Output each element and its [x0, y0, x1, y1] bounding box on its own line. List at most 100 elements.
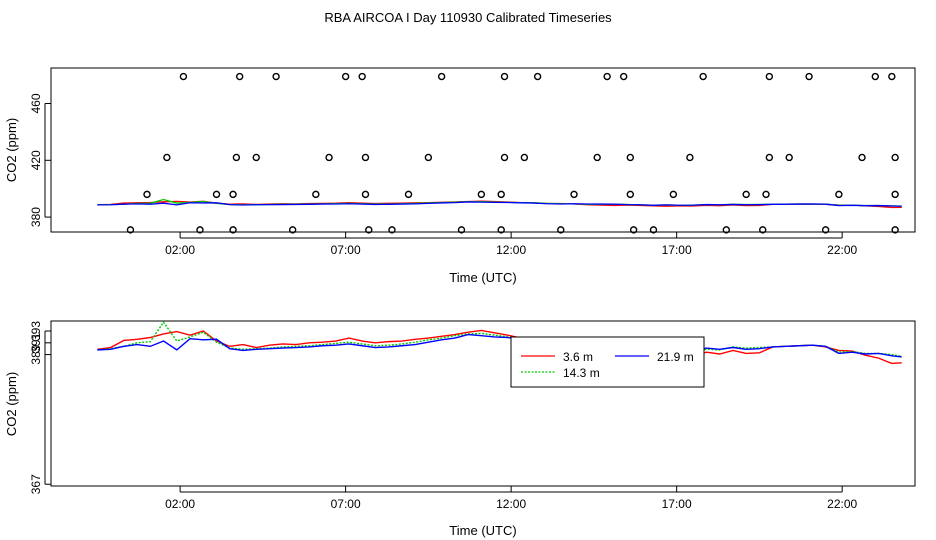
x-tick-label: 12:00	[496, 243, 526, 257]
legend-label-3-6m: 3.6 m	[563, 350, 593, 364]
legend-box	[510, 336, 705, 388]
scatter-point	[888, 72, 896, 81]
x-tick-label: 22:00	[827, 497, 857, 511]
y-tick-label: 380	[29, 207, 43, 227]
scatter-point	[235, 72, 244, 81]
scatter-point	[619, 72, 628, 81]
scatter-point	[699, 72, 707, 81]
scatter-point	[437, 72, 446, 81]
x-tick-label: 17:00	[662, 243, 692, 257]
scatter-point	[762, 190, 770, 199]
x-tick-label: 12:00	[496, 497, 526, 511]
top-scatter-points	[126, 72, 899, 234]
scatter-point	[570, 190, 578, 199]
bottom-plot-frame	[50, 320, 916, 487]
y-tick-label: 389	[29, 344, 43, 364]
scatter-point	[212, 190, 221, 199]
bottom-x-axis-label: Time (UTC)	[449, 523, 516, 538]
scatter-point	[891, 153, 899, 162]
scatter-point	[325, 153, 333, 162]
scatter-point	[603, 72, 611, 81]
series-line-21-9-m	[97, 333, 902, 358]
x-tick-label: 22:00	[827, 243, 857, 257]
scatter-point	[500, 153, 509, 162]
bottom-y-axis-label: CO2 (ppm)	[4, 372, 19, 436]
y-tick-label: 367	[29, 474, 43, 494]
scatter-point	[272, 72, 280, 81]
scatter-point	[765, 72, 774, 81]
scatter-point	[722, 226, 731, 234]
x-tick-label: 07:00	[331, 243, 361, 257]
scatter-point	[365, 226, 373, 234]
scatter-point	[669, 190, 678, 199]
top-plot-frame	[50, 67, 916, 233]
legend: 3.6 m 14.3 m 21.9 m	[510, 336, 705, 388]
scatter-point	[163, 153, 171, 162]
scatter-point	[629, 226, 638, 234]
scatter-point	[805, 72, 813, 81]
top-y-axis-label: CO2 (ppm)	[4, 118, 19, 182]
scatter-point	[759, 226, 767, 234]
scatter-point	[229, 226, 237, 234]
x-tick-label: 07:00	[331, 497, 361, 511]
scatter-point	[742, 190, 750, 199]
legend-label-21-9m: 21.9 m	[657, 350, 694, 364]
y-tick-label: 391	[29, 332, 43, 352]
bottom-series-lines	[97, 320, 902, 365]
scatter-point	[288, 226, 297, 234]
figure-title: RBA AIRCOA I Day 110930 Calibrated Times…	[324, 10, 612, 25]
scatter-point	[835, 190, 843, 199]
x-tick-label: 02:00	[165, 497, 195, 511]
scatter-point	[358, 72, 366, 81]
scatter-point	[424, 153, 433, 162]
scatter-point	[404, 190, 413, 199]
scatter-point	[871, 72, 879, 81]
top-series-line	[97, 201, 902, 207]
scatter-point	[858, 153, 866, 162]
x-tick-label: 17:00	[662, 497, 692, 511]
scatter-point	[179, 72, 188, 81]
scatter-point	[477, 190, 486, 199]
scatter-point	[821, 226, 830, 234]
series-line-14-3-m	[97, 320, 902, 358]
scatter-point	[126, 226, 135, 234]
scatter-point	[252, 153, 260, 162]
scatter-point	[361, 153, 370, 162]
scatter-point	[229, 190, 237, 199]
y-tick-label: 460	[29, 93, 43, 113]
top-x-axis-label: Time (UTC)	[449, 270, 516, 285]
scatter-point	[686, 153, 694, 162]
scatter-point	[341, 72, 350, 81]
scatter-point	[626, 153, 635, 162]
scatter-point	[196, 226, 204, 234]
scatter-point	[457, 226, 466, 234]
scatter-point	[785, 153, 793, 162]
top-x-axis: 02:00 07:00 12:00 17:00 22:00	[165, 232, 858, 257]
x-tick-label: 02:00	[165, 243, 195, 257]
top-panel: 02:00 07:00 12:00 17:00 22:00 380 420 460 Time…	[4, 67, 916, 285]
scatter-point	[891, 190, 899, 199]
scatter-point	[497, 226, 505, 234]
y-tick-label: 393	[29, 321, 43, 341]
scatter-point	[388, 226, 396, 234]
scatter-point	[361, 190, 370, 199]
scatter-point	[891, 226, 899, 234]
scatter-point	[557, 226, 565, 234]
scatter-point	[533, 72, 542, 81]
scatter-point	[520, 153, 529, 162]
scatter-point	[500, 72, 509, 81]
scatter-point	[143, 190, 151, 199]
scatter-point	[593, 153, 601, 162]
y-tick-label: 420	[29, 150, 43, 170]
scatter-point	[232, 153, 241, 162]
scatter-point	[626, 190, 635, 199]
scatter-point	[312, 190, 320, 199]
top-y-axis: 380 420 460	[29, 93, 51, 227]
bottom-x-axis: 02:00 07:00 12:00 17:00 22:00	[165, 486, 858, 511]
scatter-point	[765, 153, 774, 162]
scatter-point	[649, 226, 658, 234]
legend-label-14-3m: 14.3 m	[563, 366, 600, 380]
